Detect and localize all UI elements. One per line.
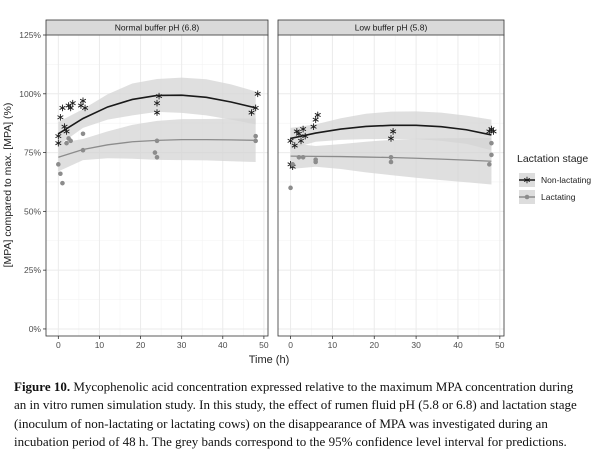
x-tick-label: 50 [495,340,505,350]
data-point-lactating [80,131,86,137]
caption-text: Mycophenolic acid concentration expresse… [14,379,577,450]
x-tick-label: 50 [259,340,269,350]
data-point-lactating [80,147,86,153]
x-tick-label: 10 [95,340,105,350]
data-point-non-lactating [248,109,255,116]
data-point-non-lactating [55,132,62,140]
data-point-lactating [58,171,63,177]
data-point-lactating [489,140,494,146]
data-point-lactating [253,133,258,139]
x-tick-label: 0 [288,340,293,350]
legend-key-non-lactating [519,173,535,187]
data-point-non-lactating [291,142,298,149]
panel-title: Low buffer pH (5.8) [355,23,428,33]
data-point-non-lactating [302,132,309,140]
data-point-lactating [154,138,160,144]
data-point-lactating [487,162,492,167]
data-point-non-lactating [59,104,66,112]
data-point-non-lactating [389,128,397,135]
data-point-non-lactating [287,137,294,145]
panel-normal-buffer-ph-6-8: Normal buffer pH (6.8) 0 10 20 30 40 50 0% 25% 50… [19,19,269,350]
x-tick-label: 40 [453,340,463,350]
panel-title: Normal buffer pH (6.8) [115,23,200,33]
data-point-non-lactating [81,104,89,112]
data-point-lactating [388,159,394,165]
data-point-non-lactating [63,128,70,135]
data-point-lactating [152,150,158,155]
y-tick-label: 0% [29,324,42,334]
chart-figure: Normal buffer pH (6.8) 0 10 20 30 40 50 0% 25% 50… [2,19,591,366]
y-tick-label: 125% [19,30,41,40]
data-point-non-lactating [153,109,161,116]
data-point-lactating [288,185,293,191]
y-tick-label: 75% [24,148,41,158]
legend: Lactation stage Non-lactating Lactating [517,153,591,204]
x-tick-label: 10 [328,340,338,350]
data-point-lactating [64,140,69,146]
gridlines [278,34,504,336]
x-tick-label: 20 [136,340,146,350]
data-point-lactating [300,154,306,160]
data-point-non-lactating [61,123,68,131]
data-point-non-lactating [153,99,161,107]
y-tick-label: 25% [24,265,41,275]
data-point-non-lactating [312,116,319,123]
data-point-non-lactating [300,125,307,133]
x-tick-label: 40 [218,340,228,350]
y-tick-label: 100% [19,89,41,99]
y-tick-label: 50% [24,206,41,216]
data-point-non-lactating [254,90,261,98]
data-point-lactating [60,180,65,186]
x-tick-label: 30 [177,340,187,350]
data-point-lactating [253,138,258,144]
data-point-lactating [68,138,73,144]
data-point-lactating [290,162,295,167]
figure-caption: Figure 10. Mycophenolic acid concentrati… [14,378,588,452]
data-point-non-lactating [310,123,317,131]
data-point-non-lactating [297,137,305,145]
y-axis-label: [MPA] compared to max. [MPA] (%) [2,103,14,268]
data-point-non-lactating [490,128,497,135]
data-point-lactating [388,154,394,160]
confidence-band-lactating [58,118,256,172]
legend-label-non-lactating: Non-lactating [541,175,591,185]
data-point-non-lactating [387,135,395,142]
caption-label: Figure 10. [14,379,71,394]
panel-background [278,35,504,336]
data-point-non-lactating [79,97,87,105]
x-tick-label: 20 [370,340,380,350]
data-point-non-lactating [57,114,64,121]
data-point-lactating [296,154,302,160]
data-point-non-lactating [55,139,62,147]
legend-key-lactating [519,190,535,204]
x-axis-label: Time (h) [249,354,290,366]
data-point-non-lactating [155,92,163,100]
data-point-lactating [56,162,61,167]
fit-line-non-lactating [290,124,492,140]
panel-low-buffer-ph-5-8: Low buffer pH (5.8) 0 10 20 30 40 50 [277,19,505,350]
data-point-lactating [154,154,160,160]
panel-border [277,34,505,337]
facet-panels: Normal buffer pH (6.8) 0 10 20 30 40 50 0% 25% 50… [19,19,505,350]
data-point-lactating [313,157,318,162]
data-point-non-lactating [67,104,74,112]
x-tick-label: 0 [56,340,61,350]
panel-border [45,34,269,337]
x-tick-label: 30 [411,340,421,350]
data-point-non-lactating [314,111,321,119]
data-point-lactating [489,152,494,158]
legend-title: Lactation stage [517,153,588,165]
data-point-non-lactating [252,104,259,112]
legend-label-lactating: Lactating [541,192,576,202]
data-point-non-lactating [69,99,76,107]
data-point-non-lactating [295,130,303,138]
